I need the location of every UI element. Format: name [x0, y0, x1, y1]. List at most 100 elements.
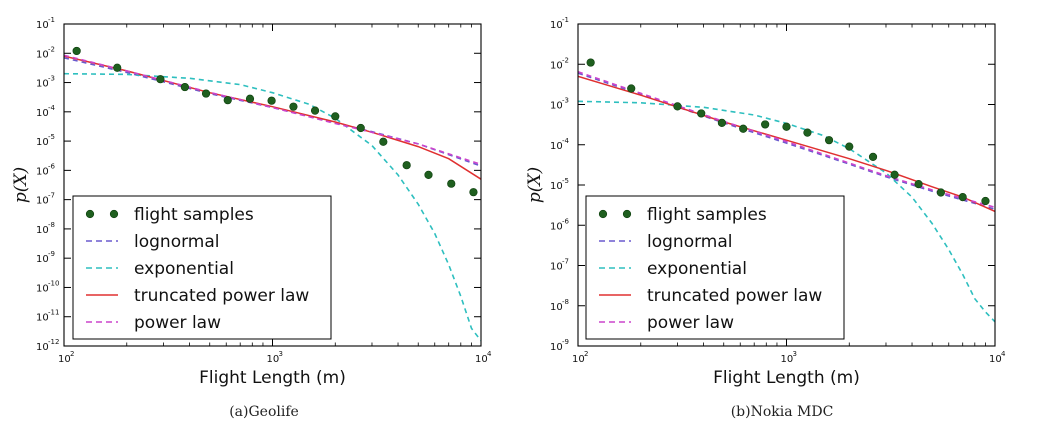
y-tick-label: 10 — [550, 101, 563, 112]
y-tick-label: 10 — [36, 313, 49, 324]
y-tick-label: 10 — [550, 221, 563, 232]
sample-point — [113, 63, 122, 72]
x-tick-label: 10 — [572, 354, 585, 365]
y-tick-label-exponent: -4 — [562, 137, 570, 145]
legend-label: exponential — [134, 259, 234, 279]
caption-b: (b)Nokia MDC — [730, 404, 834, 420]
plot-frame — [63, 23, 482, 347]
sample-point — [379, 137, 388, 146]
y-tick-label: 10 — [36, 166, 49, 177]
y-tick-label-exponent: -2 — [48, 45, 55, 53]
x-tick-label-exponent: 3 — [793, 350, 797, 358]
y-tick-label: 10 — [36, 137, 49, 148]
y-tick-label: 10 — [550, 141, 563, 152]
series-line-lognormal — [578, 72, 995, 210]
sample-point — [424, 170, 433, 179]
y-tick-label: 10 — [550, 302, 563, 313]
y-tick-label: 10 — [36, 342, 49, 353]
chart-panel-b: 10 2 10 3 10 410 -110 -210 -310 -410 -510 -610 -710-… — [525, 16, 1006, 388]
y-tick-label-exponent: -5 — [48, 133, 55, 141]
sample-point — [739, 124, 748, 133]
legend-label: flight samples — [647, 205, 767, 225]
x-tick-label-exponent: 2 — [70, 350, 74, 358]
x-tick-label: 10 — [475, 354, 488, 365]
x-tick-label-exponent: 3 — [279, 350, 283, 358]
y-tick-label: 10 — [550, 181, 563, 192]
y-tick-label: 10 — [36, 49, 49, 60]
sample-point — [310, 106, 320, 115]
x-tick-label: 10 — [58, 354, 71, 365]
sample-point — [223, 96, 232, 105]
legend-marker — [598, 209, 608, 219]
sample-point — [180, 82, 189, 92]
y-tick-label-exponent: -2 — [562, 56, 569, 64]
sample-point — [447, 179, 456, 188]
sample-point — [469, 188, 478, 197]
y-tick-label-exponent: -8 — [562, 298, 569, 306]
series-line-power-law — [64, 54, 481, 166]
y-tick-label-exponent: -1 — [562, 16, 569, 24]
series-line-lognormal — [64, 57, 481, 167]
y-tick-label-exponent: -6 — [48, 162, 56, 170]
legend-label: lognormal — [134, 232, 219, 252]
sample-point — [803, 128, 812, 137]
chart-panel-a: 10 2 10 3 10 410 -110 -210 -310 -410 -510 -610 -710-… — [11, 16, 492, 388]
sample-point — [981, 196, 990, 206]
y-tick-label-exponent: -8 — [48, 221, 55, 229]
sample-point — [890, 170, 899, 179]
y-tick-label-exponent: -6 — [562, 217, 570, 225]
y-tick-label-exponent: -10 — [48, 279, 59, 287]
y-tick-label-exponent: -9 — [48, 250, 55, 258]
x-axis-label: Flight Length (m) — [199, 368, 346, 388]
sample-point — [782, 122, 791, 131]
sample-point — [267, 96, 276, 105]
legend-marker — [109, 209, 119, 219]
caption-a: (a)Geolife — [229, 404, 299, 420]
y-tick-label-exponent: -3 — [48, 75, 55, 83]
y-tick-label-exponent: -5 — [562, 177, 569, 185]
legend-label: truncated power law — [647, 286, 822, 306]
y-tick-label-exponent: -1 — [48, 16, 55, 24]
y-tick-label-exponent: -12 — [48, 338, 59, 346]
y-tick-label: 10 — [36, 108, 49, 119]
y-tick-label: 10 — [36, 283, 49, 294]
legend-label: lognormal — [647, 232, 732, 252]
sample-point — [356, 123, 365, 133]
series-group — [578, 71, 995, 323]
legend-label: exponential — [647, 259, 747, 279]
series-line-power-law — [578, 71, 995, 209]
sample-point — [331, 112, 340, 121]
sample-point — [402, 161, 411, 170]
x-axis-label: Flight Length (m) — [713, 368, 860, 388]
y-tick-label: 10 — [36, 254, 49, 265]
sample-point — [845, 142, 854, 151]
y-tick-label-exponent: -7 — [562, 258, 569, 266]
y-tick-label-exponent: -3 — [562, 97, 569, 105]
sample-point — [673, 102, 682, 111]
sample-point — [156, 75, 165, 84]
y-tick-label-exponent: -11 — [48, 309, 59, 317]
sample-point — [72, 46, 81, 56]
y-tick-label: 10 — [36, 20, 49, 31]
x-tick-label-exponent: 2 — [584, 350, 588, 358]
y-tick-label: 10 — [36, 225, 49, 236]
sample-point — [717, 118, 727, 127]
series-group — [64, 54, 481, 342]
y-tick-label-exponent: -4 — [48, 104, 56, 112]
legend-label: power law — [134, 313, 221, 333]
x-tick-label: 10 — [781, 354, 794, 365]
legend-label: power law — [647, 313, 734, 333]
y-tick-label: 10 — [36, 79, 49, 90]
plot-frame — [577, 23, 996, 347]
x-tick-label: 10 — [267, 354, 280, 365]
x-tick-label: 10 — [989, 354, 1002, 365]
series-line-truncated-power-law — [578, 75, 995, 213]
y-axis-label: p(X) — [11, 167, 31, 203]
sample-point — [289, 102, 298, 111]
y-tick-label: 10 — [550, 60, 563, 71]
legend-label: flight samples — [134, 205, 254, 225]
sample-point — [914, 180, 923, 189]
y-tick-label: 10 — [550, 262, 563, 273]
sample-point — [824, 136, 834, 145]
